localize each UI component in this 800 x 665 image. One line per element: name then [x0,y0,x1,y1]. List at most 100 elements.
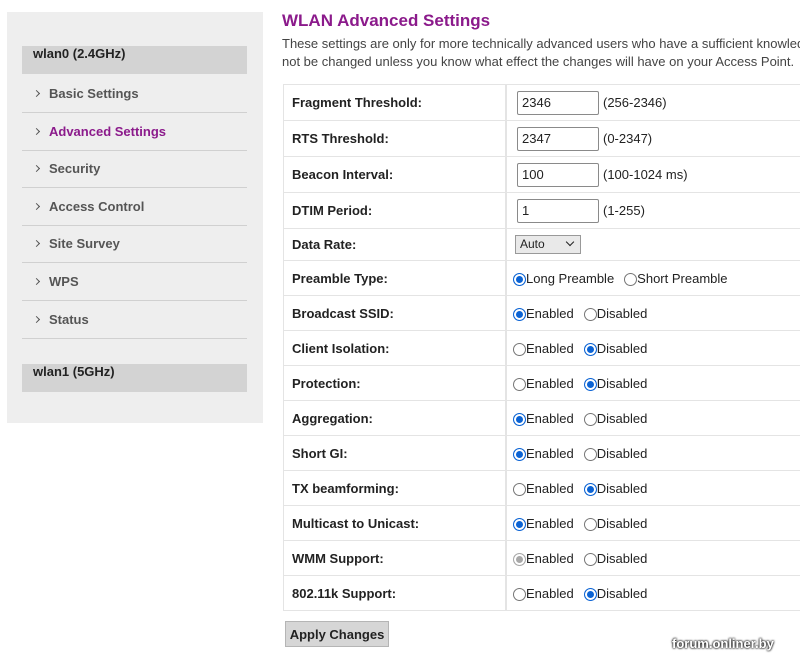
radio-label[interactable]: Disabled [596,305,648,321]
setting-row: Beacon Interval: 100 (100-1024 ms) [283,156,800,192]
radio-label: Disabled [596,550,648,566]
menu-item[interactable]: WPS [22,263,247,301]
radio-button[interactable] [583,412,597,426]
radio-button[interactable] [583,482,597,496]
apply-button[interactable]: Apply Changes [285,621,389,647]
radio-button[interactable] [583,377,597,391]
menu-item[interactable]: Access Control [22,188,247,226]
group-header[interactable]: wlan1 (5GHz) [22,364,247,393]
menu-item[interactable]: Site Survey [22,225,247,264]
settings-table: Fragment Threshold: 2346 (256-2346) RTS Thr… [283,84,800,611]
setting-value: Enabled Disabled [507,366,800,400]
radio-button[interactable] [583,517,597,531]
radio-label[interactable]: Enabled [526,480,574,496]
radio-label[interactable]: Disabled [596,375,648,391]
radio-label[interactable]: Disabled [596,585,648,601]
radio-label[interactable]: Long Preamble [526,270,615,286]
setting-row: 802.11k Support: Enabled Disabled [283,575,800,610]
group-header[interactable]: wlan0 (2.4GHz) [22,46,247,74]
setting-value: 100 (100-1024 ms) [507,157,800,192]
radio-label[interactable]: Disabled [596,410,648,426]
radio-button [583,552,597,566]
radio-label[interactable]: Enabled [526,340,574,356]
setting-label: TX beamforming: [284,471,505,505]
radio-button[interactable] [513,272,526,286]
menu-item[interactable]: Status [22,301,247,339]
setting-value: Enabled Disabled [507,296,800,330]
setting-value: 2346 (256-2346) [507,85,800,120]
description-line: not be changed unless you know what effe… [282,54,795,69]
radio-button[interactable] [513,307,526,321]
setting-row: Data Rate: Auto [283,228,800,260]
menu-item[interactable]: Basic Settings [22,75,247,113]
setting-label: Preamble Type: [284,261,505,295]
setting-row: Short GI: Enabled Disabled [283,435,800,470]
setting-label: Data Rate: [284,229,505,260]
text-input[interactable]: 1 [517,198,599,223]
page-title: WLAN Advanced Settings [282,11,491,30]
radio-label[interactable]: Disabled [596,515,648,531]
radio-button[interactable] [513,412,526,426]
setting-value: Enabled Disabled [507,576,800,610]
radio-label[interactable]: Enabled [526,515,574,531]
setting-row: Client Isolation: Enabled Disabled [283,330,800,365]
setting-label: Broadcast SSID: [284,296,505,330]
setting-row: RTS Threshold: 2347 (0-2347) [283,120,800,156]
radio-button [513,552,526,566]
radio-button[interactable] [513,517,526,531]
setting-label: Client Isolation: [284,331,505,365]
radio-label[interactable]: Disabled [596,445,648,461]
menu-item[interactable]: Security [22,150,247,189]
radio-label[interactable]: Disabled [596,480,648,496]
setting-label: Aggregation: [284,401,505,435]
setting-label: WMM Support: [284,541,505,575]
description-line: These settings are only for more technic… [282,36,800,51]
setting-label: Multicast to Unicast: [284,506,505,540]
setting-label: RTS Threshold: [284,121,505,156]
radio-label[interactable]: Enabled [526,305,574,321]
range-hint: (1-255) [603,203,645,218]
setting-label: DTIM Period: [284,193,505,228]
radio-button[interactable] [583,342,597,356]
setting-value: Enabled Disabled [507,331,800,365]
setting-label: Fragment Threshold: [284,85,505,120]
radio-label[interactable]: Enabled [526,445,574,461]
setting-value: 2347 (0-2347) [507,121,800,156]
dropdown[interactable]: Auto [515,235,581,254]
radio-button[interactable] [513,482,526,496]
radio-button[interactable] [513,342,526,356]
text-input[interactable]: 2347 [517,126,599,151]
watermark: forum.onliner.by [672,636,774,651]
setting-label: Beacon Interval: [284,157,505,192]
setting-value: Enabled Disabled [507,436,800,470]
text-input[interactable]: 100 [517,162,599,187]
setting-value: 1 (1-255) [507,193,800,228]
radio-button[interactable] [583,587,597,601]
setting-row: Multicast to Unicast: Enabled Disabled [283,505,800,540]
radio-button[interactable] [583,307,597,321]
setting-value: Enabled Disabled [507,401,800,435]
radio-label: Enabled [526,550,574,566]
setting-value: Enabled Disabled [507,506,800,540]
setting-row: DTIM Period: 1 (1-255) [283,192,800,228]
radio-label[interactable]: Disabled [596,340,648,356]
radio-label[interactable]: Enabled [526,410,574,426]
radio-button[interactable] [513,587,526,601]
setting-label: 802.11k Support: [284,576,505,610]
setting-value: Enabled Disabled [507,471,800,505]
setting-value: Auto [507,229,800,260]
radio-button[interactable] [513,377,526,391]
radio-button[interactable] [583,447,597,461]
radio-label[interactable]: Enabled [526,585,574,601]
radio-button[interactable] [513,447,526,461]
text-input[interactable]: 2346 [517,90,599,115]
setting-row: TX beamforming: Enabled Disabled [283,470,800,505]
setting-row: Fragment Threshold: 2346 (256-2346) [283,84,800,120]
radio-button[interactable] [624,272,638,286]
setting-label: Protection: [284,366,505,400]
menu-item[interactable]: Advanced Settings [22,113,247,151]
radio-label[interactable]: Enabled [526,375,574,391]
setting-row: Preamble Type: Long Preamble Short Preambl… [283,260,800,295]
radio-label[interactable]: Short Preamble [637,270,728,286]
